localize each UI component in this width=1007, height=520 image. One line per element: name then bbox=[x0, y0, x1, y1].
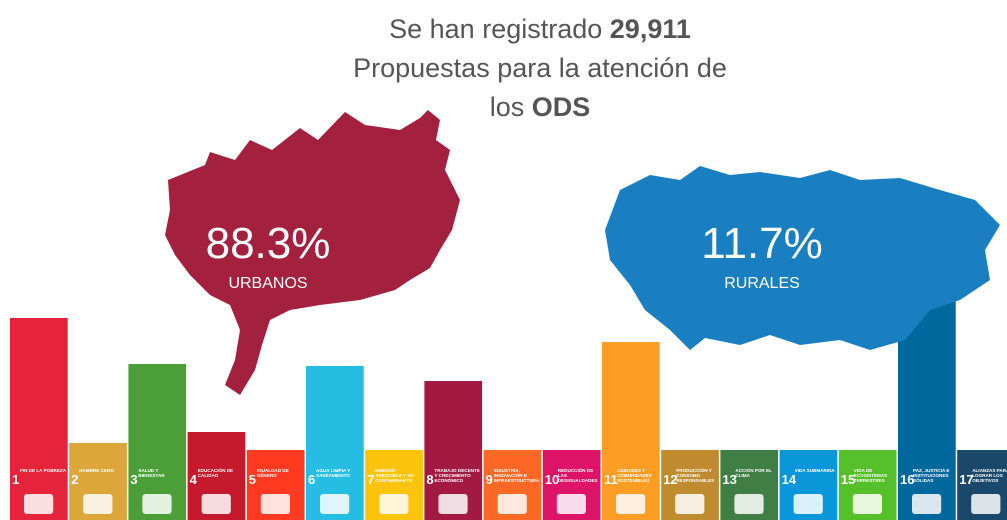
title-text: Se han registrado bbox=[389, 14, 603, 44]
goal-label: INDUSTRIA, INNOVACIÓN E INFRAESTRUCTURA bbox=[493, 468, 540, 483]
goal-label-box: PRODUCCIÓN Y CONSUMO RESPONSABLES bbox=[676, 468, 715, 483]
goal-number: 12 bbox=[663, 472, 677, 487]
title-text: los bbox=[489, 92, 525, 122]
goal-label-box: INDUSTRIA, INNOVACIÓN E INFRAESTRUCTURA bbox=[493, 468, 540, 483]
goal-icon bbox=[912, 494, 942, 514]
goal-label-box: VIDA DE ECOSISTEMAS TERRESTRES bbox=[853, 468, 888, 483]
goal-number: 13 bbox=[722, 472, 736, 487]
goal-label: VIDA SUBMARINA bbox=[794, 468, 835, 473]
goal-label-box: AGUA LIMPIA Y SANEAMIENTO bbox=[316, 468, 351, 478]
rural-percentage: 11.7% bbox=[701, 219, 823, 268]
rural-label: RURALES bbox=[724, 275, 800, 292]
urban-percentage: 88.3% bbox=[206, 219, 331, 268]
goal-label: FIN DE LA POBREZA bbox=[20, 468, 67, 473]
bar bbox=[10, 318, 68, 520]
title-text: Propuestas para la atención de bbox=[353, 53, 727, 83]
title: Se han registrado 29,911 Propuestas para… bbox=[340, 10, 740, 127]
goal-label: CIUDADES Y COMUNIDADES SOSTENIBLES bbox=[617, 468, 652, 483]
goal-number: 4 bbox=[190, 472, 198, 487]
goal-icon bbox=[83, 494, 113, 514]
goal-label: HAMBRE CERO bbox=[79, 468, 114, 473]
goal-icon bbox=[852, 494, 882, 514]
goal-number: 1 bbox=[12, 472, 19, 487]
goal-label-box: HAMBRE CERO bbox=[79, 468, 114, 473]
goal-icon bbox=[497, 494, 527, 514]
urban-map bbox=[165, 110, 460, 395]
goal-label-box: FIN DE LA POBREZA bbox=[20, 468, 67, 473]
goal-label: AGUA LIMPIA Y SANEAMIENTO bbox=[316, 468, 351, 478]
goal-number: 6 bbox=[308, 472, 315, 487]
goal-label: EDUCACIÓN DE CALIDAD bbox=[197, 468, 234, 478]
goal-label: SALUD Y BIENESTAR bbox=[138, 468, 165, 478]
goal-icon bbox=[320, 494, 350, 514]
goal-label: PAZ, JUSTICIA E INSTITUCIONES SÓLIDAS bbox=[913, 468, 950, 483]
goal-label-box: IGUALDAD DE GÉNERO bbox=[256, 468, 289, 478]
goal-icon bbox=[142, 494, 172, 514]
goal-number: 8 bbox=[426, 472, 433, 487]
goal-label: ALIANZAS PARA LOGRAR LOS OBJETIVOS bbox=[972, 468, 1007, 483]
goal-label: ENERGÍA ASEQUIBLE Y NO CONTAMINANTE bbox=[375, 468, 415, 483]
goal-icon bbox=[971, 494, 1001, 514]
goal-label-box: PAZ, JUSTICIA E INSTITUCIONES SÓLIDAS bbox=[913, 468, 950, 483]
goal-label: VIDA DE ECOSISTEMAS TERRESTRES bbox=[853, 468, 888, 483]
goal-icon bbox=[379, 494, 409, 514]
goal-label-box: SALUD Y BIENESTAR bbox=[138, 468, 165, 478]
goal-label-box: CIUDADES Y COMUNIDADES SOSTENIBLES bbox=[617, 468, 652, 483]
rural-map bbox=[605, 166, 1000, 350]
goal-label-box: ACCIÓN POR EL CLIMA bbox=[735, 468, 772, 478]
goal-number: 17 bbox=[959, 472, 973, 487]
goal-number: 3 bbox=[130, 472, 137, 487]
goal-icon bbox=[616, 494, 646, 514]
goal-icon bbox=[24, 494, 54, 514]
goal-number: 9 bbox=[486, 472, 493, 487]
goal-icon bbox=[556, 494, 586, 514]
goal-icon bbox=[201, 494, 231, 514]
goal-number: 5 bbox=[249, 472, 256, 487]
goal-icon bbox=[675, 494, 705, 514]
goal-number: 15 bbox=[841, 472, 855, 487]
goal-number: 7 bbox=[367, 472, 374, 487]
goal-number: 14 bbox=[782, 472, 797, 487]
goal-label-box: VIDA SUBMARINA bbox=[794, 468, 835, 473]
urban-label: URBANOS bbox=[228, 275, 307, 292]
goal-label: TRABAJO DECENTE Y CRECIMIENTO ECONÓMICO bbox=[434, 468, 480, 483]
goal-label: IGUALDAD DE GÉNERO bbox=[256, 468, 289, 478]
goal-label-box: ALIANZAS PARA LOGRAR LOS OBJETIVOS bbox=[972, 468, 1007, 483]
goal-label: REDUCCIÓN DE LAS DESIGUALDADES bbox=[557, 468, 598, 483]
goal-label-box: REDUCCIÓN DE LAS DESIGUALDADES bbox=[557, 468, 598, 483]
title-number: 29,911 bbox=[609, 14, 691, 44]
goal-icon bbox=[260, 494, 290, 514]
goal-label-box: TRABAJO DECENTE Y CRECIMIENTO ECONÓMICO bbox=[434, 468, 480, 483]
goal-icon bbox=[734, 494, 764, 514]
goal-label: PRODUCCIÓN Y CONSUMO RESPONSABLES bbox=[676, 468, 715, 483]
goal-number: 2 bbox=[71, 472, 78, 487]
goal-label-box: EDUCACIÓN DE CALIDAD bbox=[197, 468, 234, 478]
goal-icon bbox=[438, 494, 468, 514]
bar bbox=[602, 342, 660, 520]
goal-label-box: ENERGÍA ASEQUIBLE Y NO CONTAMINANTE bbox=[375, 468, 415, 483]
goal-number: 10 bbox=[545, 472, 559, 487]
goal-label: ACCIÓN POR EL CLIMA bbox=[735, 468, 772, 478]
goal-number: 11 bbox=[604, 472, 618, 487]
goal-number: 16 bbox=[900, 472, 914, 487]
goal-icon bbox=[793, 494, 823, 514]
title-ods: ODS bbox=[531, 92, 591, 122]
